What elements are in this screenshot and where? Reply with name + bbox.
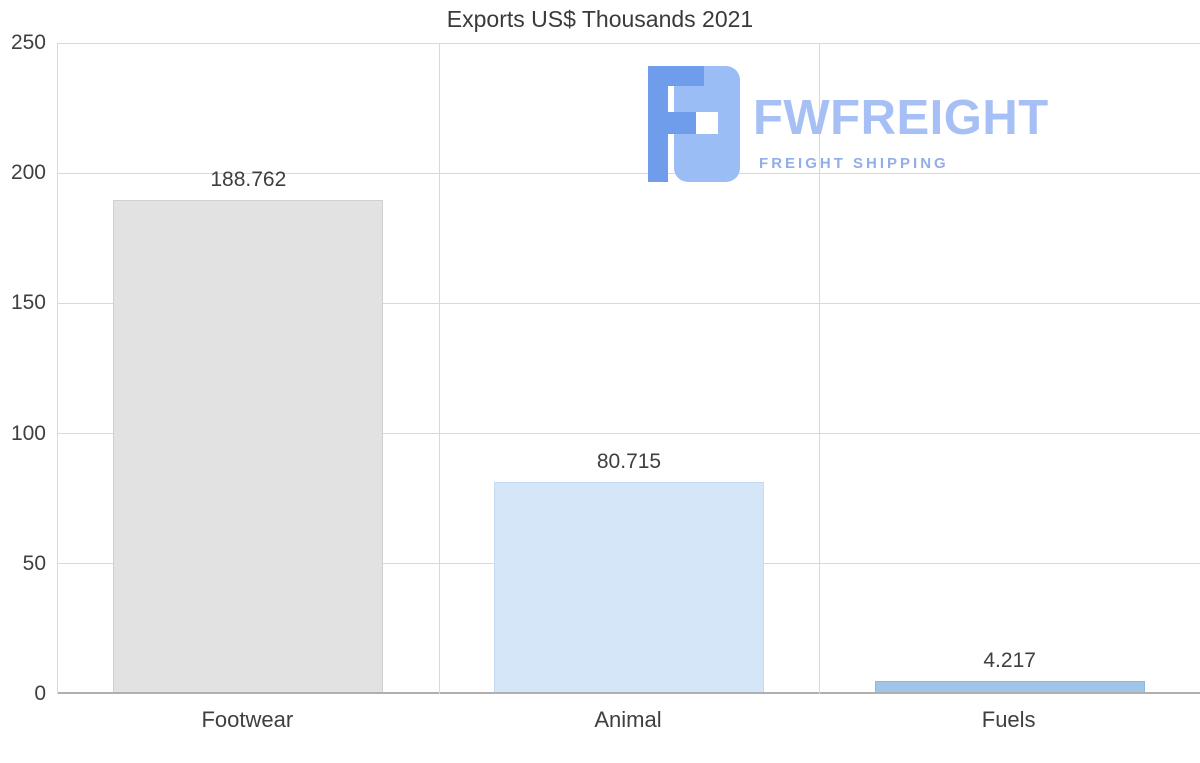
chart-title: Exports US$ Thousands 2021 <box>446 6 754 32</box>
bar-fuels[interactable] <box>874 681 1145 692</box>
h-gridline <box>58 433 1200 435</box>
y-tick-label: 250 <box>10 31 46 54</box>
y-tick-label: 200 <box>10 161 46 185</box>
h-gridline <box>58 42 1200 44</box>
h-gridline <box>58 172 1200 174</box>
fwfreight-monogram-icon <box>648 66 740 187</box>
x-category-label: Fuels <box>981 707 1036 732</box>
logo-brand-text: FWFREIGHT <box>753 91 1049 145</box>
y-tick-label: 0 <box>34 682 46 705</box>
logo-text: FWFREIGHT FREIGHT SHIPPING <box>753 66 1049 173</box>
bar-value-label: 80.715 <box>596 449 662 473</box>
h-gridline <box>58 302 1200 304</box>
logo-tagline-text: FREIGHT SHIPPING <box>759 155 949 172</box>
y-tick-label: 100 <box>10 421 46 445</box>
bar-value-label: 188.762 <box>210 168 287 192</box>
bar-footwear[interactable] <box>113 200 384 692</box>
y-tick-label: 150 <box>10 291 46 315</box>
v-gridline <box>819 43 821 694</box>
x-category-label: Animal <box>594 707 662 732</box>
plot-area: 188.762 80.715 4.217 <box>57 42 1200 694</box>
watermark-logo: FWFREIGHT FREIGHT SHIPPING <box>648 66 1049 187</box>
x-category-label: Footwear <box>201 707 294 732</box>
bar-value-label: 4.217 <box>983 649 1036 673</box>
x-axis-line <box>58 692 1200 694</box>
bar-animal[interactable] <box>494 481 764 692</box>
v-gridline <box>438 43 440 694</box>
y-tick-label: 50 <box>22 551 46 575</box>
